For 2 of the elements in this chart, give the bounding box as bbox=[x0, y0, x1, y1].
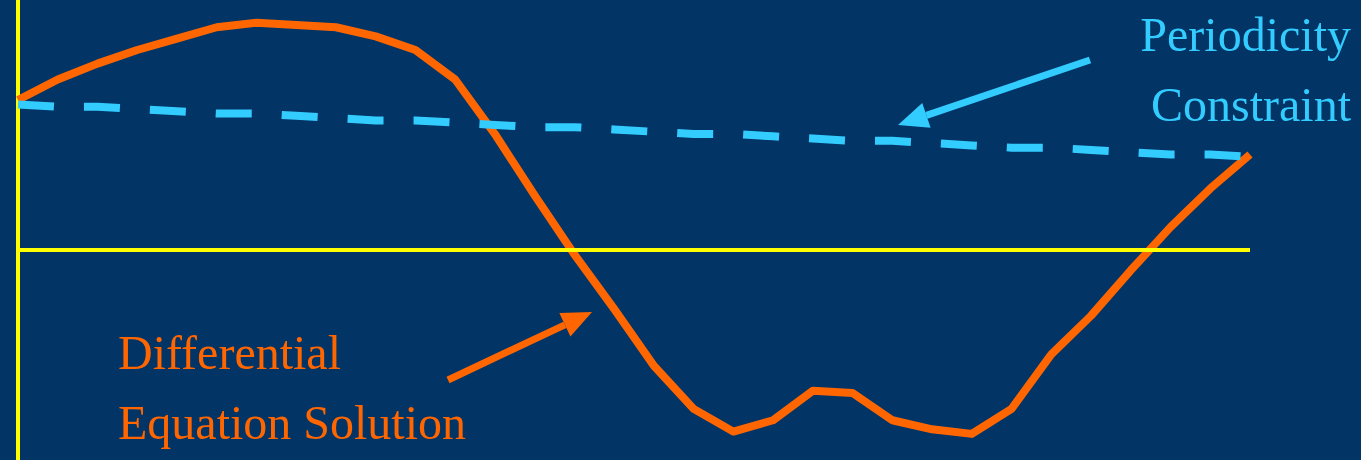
annotation: Differential Equation Solution bbox=[118, 325, 466, 451]
annotation: Periodicity Constraint bbox=[1140, 7, 1351, 133]
